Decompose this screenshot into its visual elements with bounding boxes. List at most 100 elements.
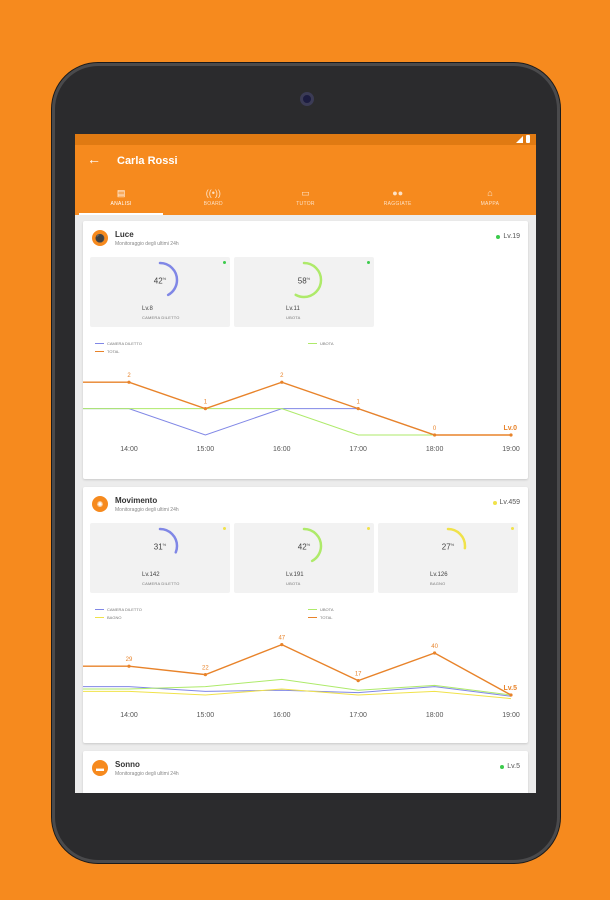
bulb-icon: ⚫	[92, 230, 108, 246]
tile-status-dot	[367, 527, 370, 530]
x-tick-label: 18:00	[426, 712, 444, 719]
movimento-chart: 29 22 47 17 40 Lv.5 14:00 15:00 16:00 17:00 18:00 1…	[83, 636, 520, 719]
sensor-tile[interactable]: 42% Lv.191 UBOTA	[234, 523, 374, 593]
card-level-value: Lv.459	[499, 499, 521, 506]
chart-legend: CAMERA DILETTO BAGNO UBOTA TOTAL	[83, 605, 528, 627]
series-line-camera-diletto	[83, 686, 512, 697]
signal-icon: ((•))	[205, 188, 221, 198]
data-point	[356, 407, 360, 411]
gauge	[285, 261, 323, 299]
tile-level: Lv.142	[142, 572, 160, 578]
legend-item: CAMERA DILETTO	[95, 341, 142, 346]
tile-level: Lv.126	[430, 572, 448, 578]
battery-icon	[526, 135, 530, 143]
data-label: 1	[204, 400, 208, 406]
series-line-bagno	[83, 688, 512, 700]
x-tick-label: 19:00	[502, 446, 520, 453]
gauge-value: 31%	[153, 542, 167, 552]
data-point	[509, 693, 513, 697]
chart-legend: CAMERA DILETTO TOTAL UBOTA	[83, 339, 528, 361]
tab-raggiate[interactable]: ●● RAGGIATE	[352, 181, 444, 215]
card-subtitle: Monitoraggio degli ultimi 24h	[115, 771, 179, 777]
card-subtitle: Monitoraggio degli ultimi 24h	[115, 507, 179, 513]
data-point	[509, 433, 513, 437]
data-label: 2	[280, 373, 284, 379]
x-tick-label: 18:00	[426, 446, 444, 453]
status-dot	[492, 500, 497, 505]
tile-status-dot	[511, 527, 514, 530]
card-level: Lv.19	[496, 233, 520, 240]
x-tick-label: 16:00	[273, 446, 291, 453]
back-arrow-icon[interactable]: ←	[87, 151, 101, 167]
status-bar	[75, 134, 536, 145]
x-tick-label: 17:00	[349, 712, 367, 719]
people-icon: ●●	[392, 188, 404, 198]
data-point	[280, 380, 284, 384]
tab-mappa[interactable]: ⌂ MAPPA	[444, 181, 536, 215]
data-point	[127, 380, 131, 384]
tutor-icon: ▭	[301, 188, 310, 198]
data-point	[280, 643, 284, 647]
gauge	[141, 261, 179, 299]
x-tick-label: 14:00	[120, 712, 138, 719]
status-dot	[496, 234, 501, 239]
data-point	[203, 673, 207, 677]
legend-item: BAGNO	[95, 615, 121, 620]
sonno-card[interactable]: ▬ Sonno Monitoraggio degli ultimi 24h Lv…	[83, 751, 528, 793]
tile-name: CAMERA DILETTO	[142, 581, 180, 586]
motion-icon: ✺	[92, 496, 108, 512]
tab-label: TUTOR	[296, 201, 315, 207]
chart-icon: ▤	[116, 188, 126, 198]
tile-level: Lv.8	[142, 306, 153, 312]
data-label: 17	[355, 672, 362, 678]
legend-item: TOTAL	[308, 615, 333, 620]
tile-status-dot	[223, 527, 226, 530]
tab-label: RAGGIATE	[383, 201, 412, 207]
data-label: 22	[202, 666, 209, 672]
data-label: Lv.0	[504, 425, 518, 432]
tab-board[interactable]: ((•)) BOARD	[167, 181, 259, 215]
tab-tutor[interactable]: ▭ TUTOR	[259, 181, 351, 215]
tab-label: BOARD	[203, 201, 223, 207]
tile-name: BAGNO	[430, 581, 446, 586]
movimento-card[interactable]: ✺ Movimento Monitoraggio degli ultimi 24…	[83, 487, 528, 743]
tab-label: ANALISI	[110, 201, 132, 207]
gauge-value: 42%	[153, 276, 167, 286]
data-label: 29	[126, 657, 133, 663]
tab-label: MAPPA	[480, 201, 500, 207]
signal-strength-icon	[516, 135, 523, 143]
tile-level: Lv.11	[286, 306, 300, 312]
luce-card[interactable]: ⚫ Luce Monitoraggio degli ultimi 24h Lv.…	[83, 221, 528, 479]
tile-name: UBOTA	[286, 581, 301, 586]
card-level: Lv.459	[492, 499, 521, 506]
card-title: Luce	[115, 230, 134, 239]
x-tick-label: 15:00	[197, 712, 215, 719]
card-title: Movimento	[115, 496, 158, 505]
app-bar: ← Carla Rossi ▤ ANALISI ((•)) BOARD ▭ TU…	[75, 145, 536, 215]
status-dot	[500, 764, 505, 769]
x-tick-label: 14:00	[120, 446, 138, 453]
sensor-tile[interactable]: 42% Lv.8 CAMERA DILETTO	[90, 257, 230, 327]
gauge	[429, 527, 467, 565]
sensor-tile[interactable]: 31% Lv.142 CAMERA DILETTO	[90, 523, 230, 593]
sensor-tile[interactable]: 58% Lv.11 UBOTA	[234, 257, 374, 327]
gauge	[141, 527, 179, 565]
tab-bar: ▤ ANALISI ((•)) BOARD ▭ TUTOR ●● RAGGIAT…	[75, 181, 536, 215]
card-level-value: Lv.19	[503, 233, 520, 240]
data-point	[203, 407, 207, 411]
legend-item: TOTAL	[95, 349, 120, 354]
legend-item: UBOTA	[308, 607, 333, 612]
card-title: Sonno	[115, 760, 140, 769]
content-scroll[interactable]: ⚫ Luce Monitoraggio degli ultimi 24h Lv.…	[75, 215, 536, 793]
tile-name: CAMERA DILETTO	[142, 315, 180, 320]
legend-item: CAMERA DILETTO	[95, 607, 142, 612]
sensor-tile[interactable]: 27% Lv.126 BAGNO	[378, 523, 518, 593]
gauge-value: 27%	[441, 542, 455, 552]
data-label: 40	[431, 644, 438, 650]
data-label: Lv.5	[504, 685, 518, 692]
tab-analisi[interactable]: ▤ ANALISI	[75, 181, 167, 215]
bed-icon: ▬	[92, 760, 108, 776]
gauge-value: 58%	[297, 276, 311, 286]
card-subtitle: Monitoraggio degli ultimi 24h	[115, 241, 179, 247]
luce-chart: 2 1 2 1 0 Lv.0 14:00 15:00 16:00 17:00 18:00 19:00	[83, 373, 520, 453]
